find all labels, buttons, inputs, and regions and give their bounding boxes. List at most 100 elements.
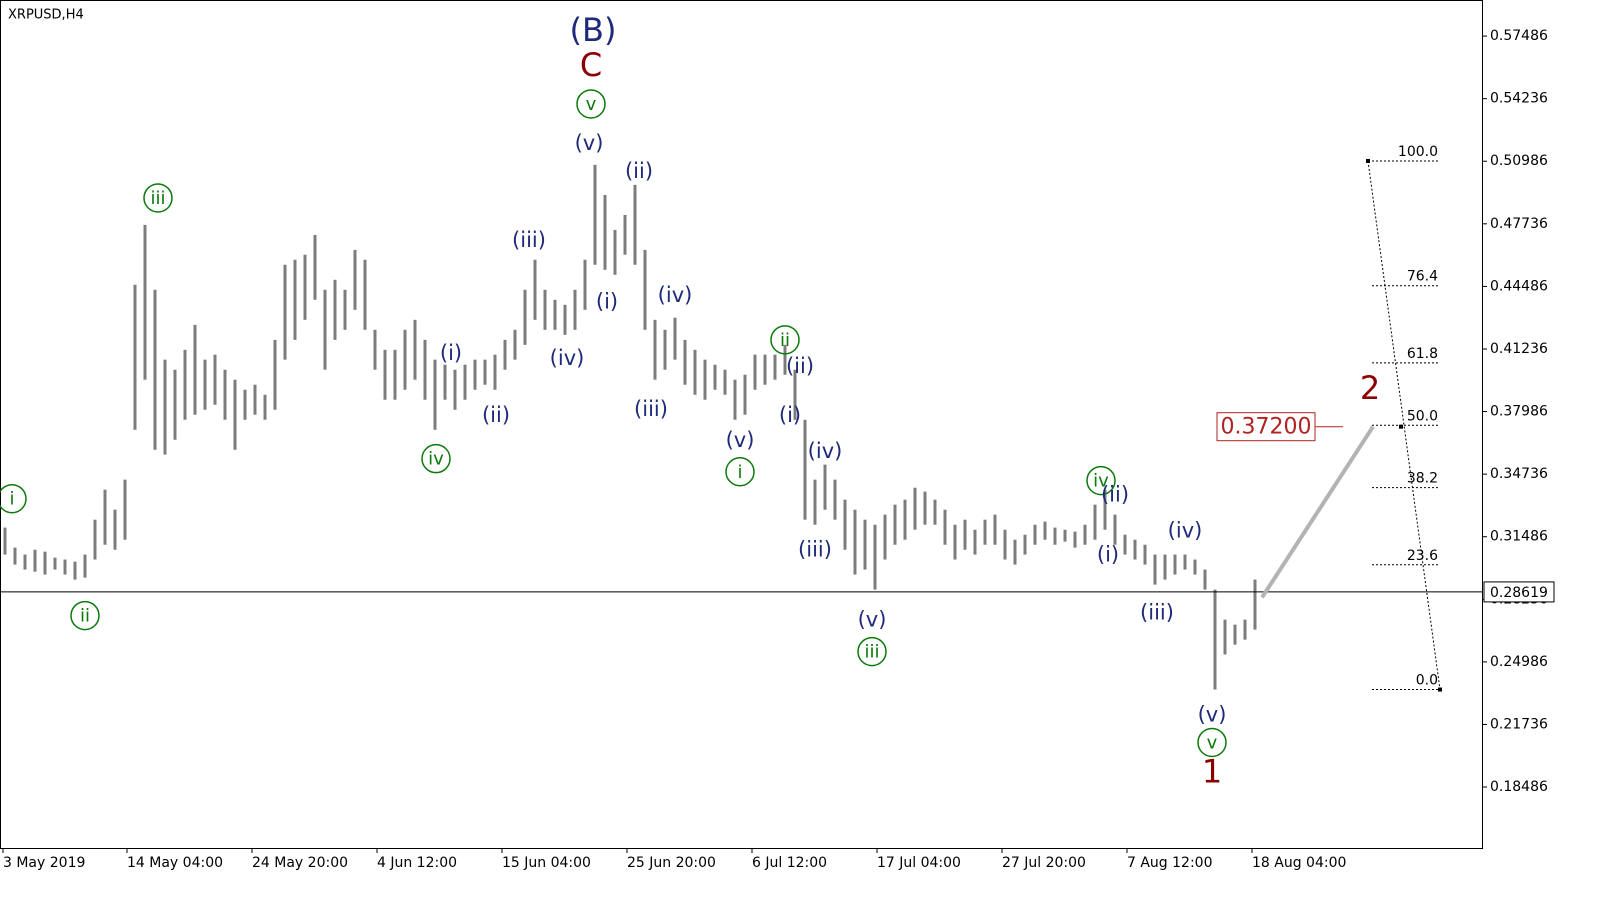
price-bar <box>133 284 137 430</box>
wave-label: (B) <box>570 11 617 49</box>
price-bar <box>1193 559 1197 575</box>
price-bar <box>883 514 887 560</box>
wave-label: C <box>580 46 602 84</box>
price-bar <box>953 524 957 560</box>
price-bar <box>993 514 997 545</box>
price-bar <box>433 359 437 430</box>
price-bar <box>483 359 487 385</box>
price-bar <box>1123 534 1127 555</box>
wave-label: (i) <box>779 403 801 427</box>
price-bar <box>173 369 177 440</box>
price-bar <box>293 259 297 340</box>
price-bar <box>893 504 897 545</box>
x-tick-label: 18 Aug 04:00 <box>1252 855 1346 871</box>
target-box <box>1216 412 1316 442</box>
fib-level-label: 38.2 <box>1407 471 1438 487</box>
price-bar <box>713 364 717 390</box>
x-tick-label: 15 Jun 04:00 <box>502 855 591 871</box>
wave-circle <box>725 457 755 487</box>
price-bar <box>1073 531 1077 548</box>
price-bar <box>373 329 377 370</box>
price-bar <box>563 304 567 335</box>
price-bar <box>763 354 767 385</box>
wave-label: (iv) <box>550 346 585 370</box>
y-tick-label: 0.41236 <box>1490 341 1548 357</box>
y-tick-label: 0.24986 <box>1490 654 1548 670</box>
price-bar <box>73 561 77 580</box>
current-price-label: 0.28619 <box>1490 585 1548 601</box>
price-bar <box>393 349 397 400</box>
fib-level-label: 76.4 <box>1407 269 1438 285</box>
price-bar <box>1213 589 1217 690</box>
price-bar <box>193 324 197 415</box>
fib-trend <box>1367 160 1441 690</box>
x-tick-label: 17 Jul 04:00 <box>877 855 961 871</box>
price-bar <box>933 499 937 525</box>
price-bar <box>943 509 947 545</box>
price-bar <box>183 349 187 420</box>
price-bar <box>643 249 647 330</box>
price-bar <box>853 509 857 575</box>
price-bar <box>333 279 337 340</box>
price-bar <box>673 317 677 360</box>
price-bar <box>163 359 167 455</box>
price-bar <box>1063 529 1067 542</box>
fib-level-label: 50.0 <box>1407 408 1438 424</box>
wave-label: v <box>586 94 597 115</box>
price-bar <box>803 419 807 520</box>
wave-circle <box>70 600 100 631</box>
wave-label: (iv) <box>658 283 693 307</box>
wave-label: iv <box>1093 471 1109 492</box>
price-bar <box>913 487 917 530</box>
price-bar <box>623 214 627 255</box>
price-bar <box>1243 619 1247 640</box>
wave-label: (iv) <box>808 439 843 463</box>
price-bar <box>833 479 837 520</box>
y-tick-label: 0.44486 <box>1490 278 1548 294</box>
wave-label: (i) <box>596 290 618 314</box>
price-bar <box>813 479 817 525</box>
price-bar <box>53 557 57 570</box>
price-bar <box>473 359 477 390</box>
price-bar <box>63 559 67 575</box>
price-bar <box>543 289 547 330</box>
wave-label: (ii) <box>625 159 653 183</box>
price-bar <box>533 259 537 320</box>
price-bar <box>503 339 507 370</box>
chart-title: XRPUSD,H4 <box>8 8 84 23</box>
price-bar <box>753 354 757 390</box>
price-bar <box>203 359 207 410</box>
y-tick-label: 0.50986 <box>1490 153 1548 169</box>
x-tick-label: 3 May 2019 <box>3 855 85 871</box>
price-bar <box>33 549 37 572</box>
current-price-box <box>1483 581 1555 603</box>
price-bar <box>923 491 927 525</box>
price-bar <box>123 479 127 540</box>
wave-label: v <box>1207 732 1218 753</box>
wave-label: (ii) <box>1101 483 1129 507</box>
price-bar <box>843 499 847 550</box>
price-bar <box>773 354 777 380</box>
price-bar <box>83 554 87 578</box>
x-tick-label: 7 Aug 12:00 <box>1127 855 1213 871</box>
price-bar <box>143 224 147 380</box>
price-bar <box>153 289 157 450</box>
wave-circle <box>421 443 451 474</box>
wave-label: 2 <box>1360 369 1380 407</box>
price-bar <box>663 329 667 370</box>
fib-anchor <box>1366 158 1370 163</box>
price-bar <box>223 369 227 420</box>
y-tick-label: 0.31486 <box>1490 529 1548 545</box>
wave-circle <box>0 483 27 514</box>
wave-circle <box>770 325 800 355</box>
fib-mid-marker <box>1399 424 1403 429</box>
fib-level-label: 23.6 <box>1407 548 1438 564</box>
price-bar <box>243 389 247 420</box>
projection-line <box>1260 425 1375 599</box>
wave-label: (iii) <box>1140 601 1174 625</box>
price-bar <box>343 289 347 330</box>
wave-label: 1 <box>1202 753 1222 791</box>
wave-label: i <box>737 462 742 483</box>
wave-label: iv <box>428 449 444 470</box>
